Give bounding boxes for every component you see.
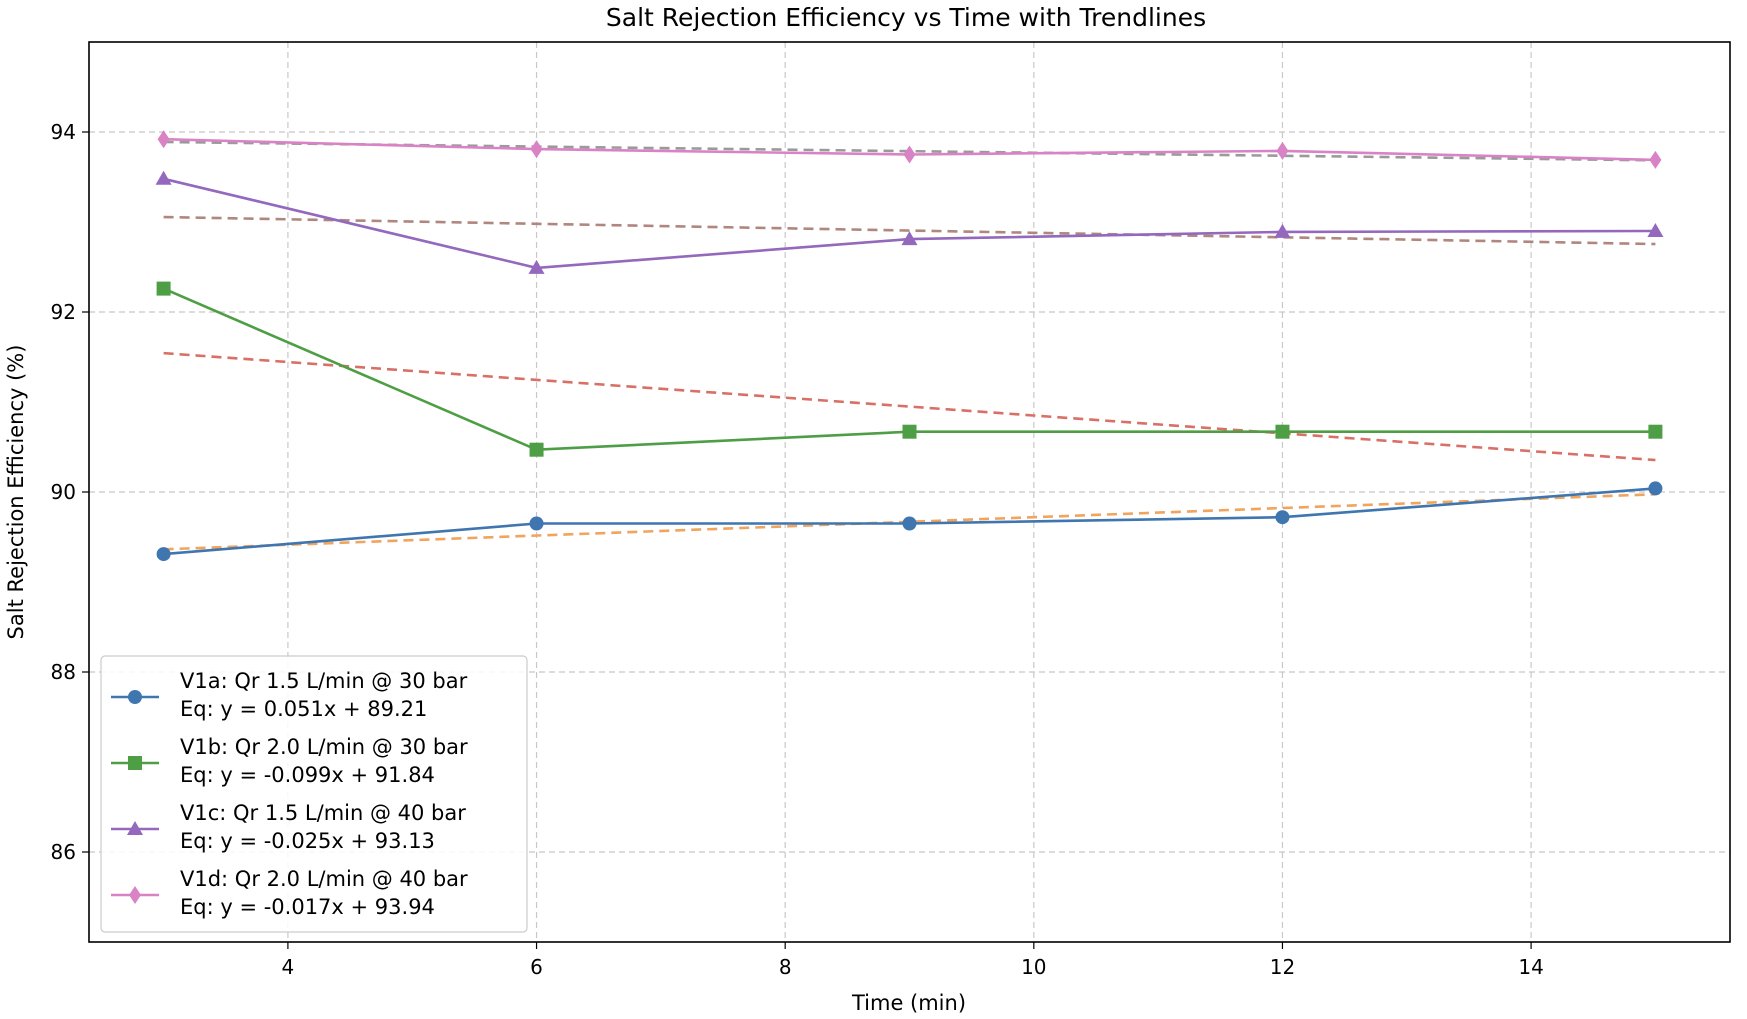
data-point xyxy=(529,516,544,531)
legend-equation: Eq: y = -0.017x + 93.94 xyxy=(180,895,435,919)
data-point xyxy=(1274,223,1291,238)
legend-entry: V1d: Qr 2.0 L/min @ 40 bar Eq: y = -0.017… xyxy=(111,867,468,919)
x-tick-label: 4 xyxy=(282,955,295,979)
data-point xyxy=(528,259,545,274)
x-tick-label: 14 xyxy=(1518,955,1543,979)
legend-label: V1b: Qr 2.0 L/min @ 30 bar xyxy=(180,735,468,759)
y-tick-label: 88 xyxy=(51,660,76,684)
legend-entry: V1b: Qr 2.0 L/min @ 30 bar Eq: y = -0.099… xyxy=(111,735,468,787)
data-point xyxy=(901,231,918,246)
x-axis-label: Time (min) xyxy=(851,991,966,1015)
data-point xyxy=(1649,150,1662,169)
data-point xyxy=(902,424,917,439)
legend-marker xyxy=(128,690,142,704)
y-tick-label: 92 xyxy=(51,300,76,324)
y-tick-label: 90 xyxy=(51,480,76,504)
data-point xyxy=(529,442,544,457)
data-series xyxy=(155,130,1664,562)
data-point xyxy=(902,516,917,531)
data-point xyxy=(1276,141,1289,160)
series-line xyxy=(163,177,1656,270)
legend-equation: Eq: y = -0.099x + 91.84 xyxy=(180,763,435,787)
legend-entry: V1c: Qr 1.5 L/min @ 40 bar Eq: y = -0.025… xyxy=(111,801,466,853)
trendline-2 xyxy=(163,351,1656,462)
legend-label: V1c: Qr 1.5 L/min @ 40 bar xyxy=(180,801,466,825)
data-point xyxy=(156,547,171,562)
legend-marker xyxy=(127,821,143,835)
y-tick-label: 86 xyxy=(51,840,76,864)
data-point xyxy=(157,130,170,149)
data-point xyxy=(1648,481,1663,496)
data-point xyxy=(1275,424,1290,439)
series-3 xyxy=(155,170,1664,274)
data-point xyxy=(1648,424,1663,439)
data-point xyxy=(530,140,543,159)
legend-marker xyxy=(129,886,141,904)
y-axis-label: Salt Rejection Efficiency (%) xyxy=(4,345,28,640)
trendline-1 xyxy=(163,492,1656,551)
series-4 xyxy=(157,130,1662,169)
legend-marker xyxy=(128,756,142,770)
data-point xyxy=(1647,223,1664,237)
data-point xyxy=(155,170,172,185)
y-axis-ticks: 86 88 90 92 94 xyxy=(51,120,89,864)
data-point xyxy=(903,145,916,164)
y-tick-label: 94 xyxy=(51,120,76,144)
x-tick-label: 6 xyxy=(530,955,543,979)
legend-label: V1a: Qr 1.5 L/min @ 30 bar xyxy=(180,669,468,693)
series-1 xyxy=(156,481,1663,562)
x-axis-ticks: 4 6 8 10 12 14 xyxy=(282,942,1544,979)
x-tick-label: 8 xyxy=(779,955,792,979)
trendline-3 xyxy=(163,215,1656,246)
series-2 xyxy=(156,281,1663,457)
legend-label: V1d: Qr 2.0 L/min @ 40 bar xyxy=(180,867,468,891)
x-tick-label: 10 xyxy=(1021,955,1046,979)
data-point xyxy=(156,281,171,296)
x-tick-label: 12 xyxy=(1270,955,1295,979)
legend: V1a: Qr 1.5 L/min @ 30 bar Eq: y = 0.051x… xyxy=(100,655,528,933)
legend-entry: V1a: Qr 1.5 L/min @ 30 bar Eq: y = 0.051x… xyxy=(111,669,468,721)
trendlines xyxy=(163,140,1656,551)
legend-equation: Eq: y = -0.025x + 93.13 xyxy=(180,829,435,853)
legend-box xyxy=(100,655,528,933)
chart-title: Salt Rejection Efficiency vs Time with T… xyxy=(606,3,1206,32)
legend-equation: Eq: y = 0.051x + 89.21 xyxy=(180,697,427,721)
data-point xyxy=(1275,510,1290,525)
